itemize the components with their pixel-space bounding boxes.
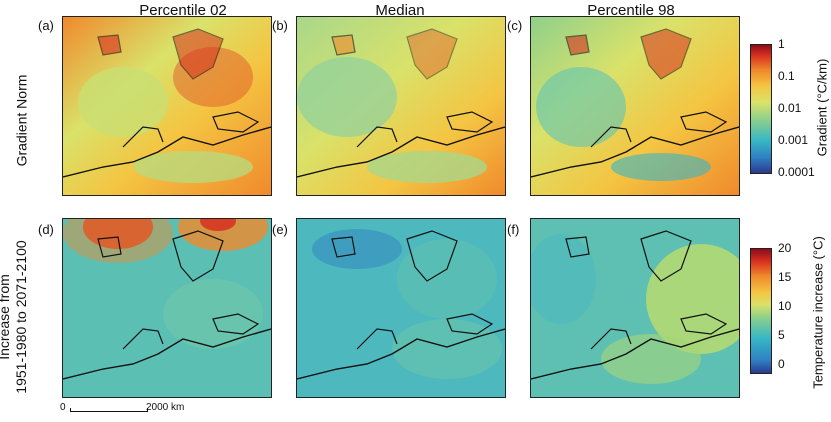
- colorbar-gradient-tick-1: 1: [778, 37, 785, 51]
- map-panel-c: [530, 16, 740, 196]
- colorbar-gradient-tick-0.01: 0.01: [778, 101, 802, 115]
- colorbar-temperature-tick-0: 0: [778, 357, 785, 371]
- colorbar-temperature: [750, 248, 772, 374]
- map-d-graphic: [63, 219, 271, 397]
- panel-label-c: (c): [507, 18, 523, 33]
- scalebar-end-label: 2000 km: [146, 402, 185, 413]
- map-f-graphic: [531, 219, 739, 397]
- scalebar-line: [70, 408, 148, 412]
- row-label-gradient-norm: Gradient Norm: [13, 74, 30, 167]
- panel-label-e: (e): [272, 222, 288, 237]
- panel-label-b: (b): [272, 18, 288, 33]
- panel-label-f: (f): [507, 222, 520, 237]
- row-label-increase: Increase from 1951-1980 to 2071-2100: [0, 227, 30, 407]
- colorbar-gradient-tick-0.1: 0.1: [778, 69, 795, 83]
- colorbar-temperature-tick-10: 10: [778, 299, 792, 313]
- colorbar-temperature-tick-20: 20: [778, 241, 792, 255]
- map-c-graphic: [531, 17, 739, 195]
- column-title-percentile-98: Percentile 98: [587, 2, 675, 19]
- column-title-median: Median: [375, 2, 425, 19]
- colorbar-temperature-tick-15: 15: [778, 270, 792, 284]
- colorbar-temperature-tick-5: 5: [778, 328, 785, 342]
- map-panel-e: [296, 218, 506, 398]
- map-panel-a: [62, 16, 272, 196]
- colorbar-temperature-title: Temperature increase (°C): [810, 236, 826, 389]
- map-b-graphic: [297, 17, 505, 195]
- map-a-graphic: [63, 17, 271, 195]
- map-panel-f: [530, 218, 740, 398]
- map-panel-d: [62, 218, 272, 398]
- map-e-graphic: [297, 219, 505, 397]
- colorbar-gradient-tick-0.0001: 0.0001: [778, 165, 815, 179]
- scalebar-start-label: 0: [60, 402, 66, 413]
- map-panel-b: [296, 16, 506, 196]
- column-title-percentile-02: Percentile 02: [139, 2, 227, 19]
- colorbar-gradient-title: Gradient (°C/km): [814, 58, 830, 157]
- colorbar-gradient-tick-0.001: 0.001: [778, 133, 809, 147]
- row-label-increase-line1: Increase from: [0, 274, 12, 360]
- row-label-increase-line2: 1951-1980 to 2071-2100: [13, 240, 29, 394]
- panel-label-d: (d): [38, 222, 54, 237]
- panel-label-a: (a): [38, 18, 54, 33]
- colorbar-gradient: [750, 44, 772, 174]
